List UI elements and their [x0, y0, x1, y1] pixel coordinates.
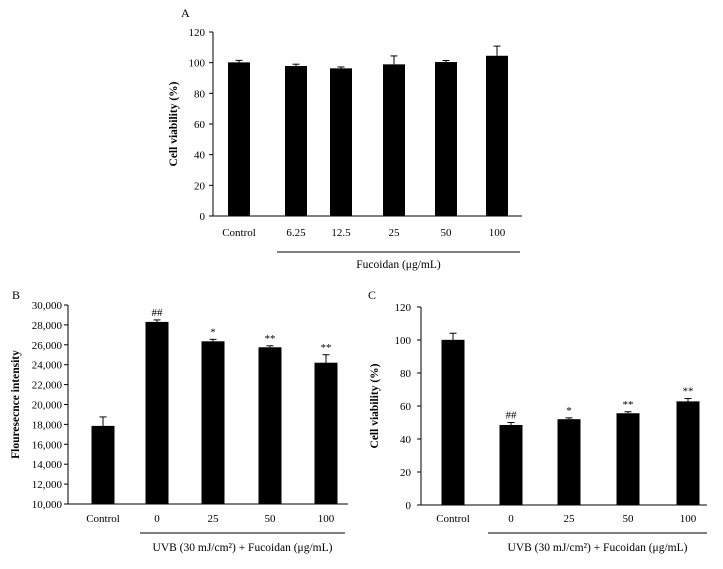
panel-a-x-tick-label: 100: [489, 227, 506, 239]
panel-a: A Cell viability (%) 0 20 40 60 80 100 120 Contro…: [168, 6, 522, 271]
panel-b-y-tick-label: 18,000: [32, 419, 63, 431]
panel-a-bar-6: [486, 55, 508, 217]
panel-c-significance-mark: **: [623, 399, 634, 411]
panel-c: C Cell viability (%) 0 20 40 60 80 100 120 Contro…: [368, 288, 707, 554]
panel-a-y-tick-label: 0: [200, 211, 206, 223]
panel-a-x-tick-label: 6.25: [286, 227, 306, 239]
panel-c-group-label: UVB (30 mJ/cm²) + Fucoidan (μg/mL): [508, 542, 688, 554]
panel-b-y-tick-label: 28,000: [32, 320, 63, 332]
panel-c-label: C: [368, 288, 376, 302]
panel-b-significance-mark: **: [265, 333, 276, 345]
panel-c-bar-4: [616, 413, 640, 505]
panel-c-y-axis-title: Cell viability (%): [369, 363, 381, 448]
panel-c-bar-1: [441, 339, 465, 505]
panel-a-bar-4: [383, 64, 405, 216]
panel-c-y-tick-label: 100: [395, 335, 412, 347]
panel-b-group-label: UVB (30 mJ/cm²) + Fucoidan (μg/mL): [153, 542, 333, 554]
panel-b-y-tick-label: 30,000: [32, 300, 63, 312]
panel-c-y-tick-label: 40: [400, 434, 412, 446]
panel-c-significance-mark: **: [683, 386, 694, 398]
panel-a-bar-5: [435, 62, 457, 217]
panel-c-bar-5: [676, 401, 700, 505]
panel-b-y-tick-label: 16,000: [32, 439, 63, 451]
panel-b-x-tick-label: 100: [318, 513, 335, 525]
panel-b-bar-4: [258, 347, 282, 504]
panel-c-significance-mark: ##: [506, 410, 518, 422]
panel-b-x-tick-label: 25: [208, 513, 220, 525]
panel-b-y-tick-label: 26,000: [32, 340, 63, 352]
panel-b-x-tick-label: 50: [265, 513, 277, 525]
panel-b-x-tick-label: Control: [86, 513, 120, 525]
panel-b-x-tick-label: 0: [154, 513, 160, 525]
panel-c-x-tick-label: 0: [508, 513, 514, 525]
panel-b-y-tick-label: 12,000: [32, 479, 63, 491]
panel-b: B Flouresecnce intensity 10,000 12,000 14,00…: [10, 288, 348, 554]
panel-c-bar-2: [499, 424, 523, 505]
panel-c-bar-3: [557, 419, 581, 505]
panel-b-label: B: [12, 288, 20, 302]
panel-a-x-tick-label: 25: [389, 227, 401, 239]
panel-a-bar-2: [285, 66, 307, 216]
panel-a-y-tick-label: 100: [189, 58, 206, 70]
panel-c-y-tick-label: 80: [400, 368, 412, 380]
panel-b-y-axis-title: Flouresecnce intensity: [10, 350, 22, 459]
panel-a-label: A: [181, 6, 190, 20]
panel-b-y-tick-label: 24,000: [32, 360, 63, 372]
panel-a-y-tick-label: 80: [194, 88, 206, 100]
panel-c-y-tick-label: 0: [406, 500, 412, 512]
panel-b-bar-5: [314, 362, 338, 504]
panel-b-y-tick-label: 22,000: [32, 380, 63, 392]
panel-b-significance-mark: ##: [152, 307, 164, 319]
panel-b-y-tick-label: 14,000: [32, 459, 63, 471]
panel-a-y-tick-label: 20: [194, 180, 206, 192]
panel-a-x-tick-label: 12.5: [331, 227, 351, 239]
panel-a-group-label: Fucoidan (μg/mL): [356, 259, 441, 271]
panel-c-y-tick-label: 20: [400, 467, 412, 479]
panel-c-x-tick-label: 50: [623, 513, 635, 525]
panel-b-bar-1: [91, 425, 115, 504]
panel-c-significance-mark: *: [566, 405, 572, 417]
panel-a-bar-3: [330, 68, 352, 216]
panel-c-x-tick-label: 100: [680, 513, 697, 525]
panel-c-y-tick-label: 60: [400, 401, 412, 413]
panel-a-y-axis-title: Cell viability (%): [168, 81, 180, 166]
panel-b-bar-2: [145, 321, 169, 504]
panel-a-x-tick-label: Control: [222, 227, 256, 239]
panel-b-significance-mark: *: [210, 326, 216, 338]
panel-b-y-tick-label: 20,000: [32, 400, 63, 412]
panel-b-bar-3: [201, 341, 225, 504]
panel-a-y-tick-label: 40: [194, 150, 206, 162]
panel-a-bar-1: [228, 62, 250, 216]
panel-c-y-tick-label: 120: [395, 302, 412, 314]
panel-a-x-tick-label: 50: [441, 227, 453, 239]
panel-a-y-tick-label: 60: [194, 119, 206, 131]
panel-b-y-tick-label: 10,000: [32, 499, 63, 511]
panel-b-significance-mark: **: [321, 342, 332, 354]
panel-a-y-tick-label: 120: [189, 27, 206, 39]
panel-c-x-tick-label: 25: [564, 513, 576, 525]
panel-c-x-tick-label: Control: [436, 513, 470, 525]
